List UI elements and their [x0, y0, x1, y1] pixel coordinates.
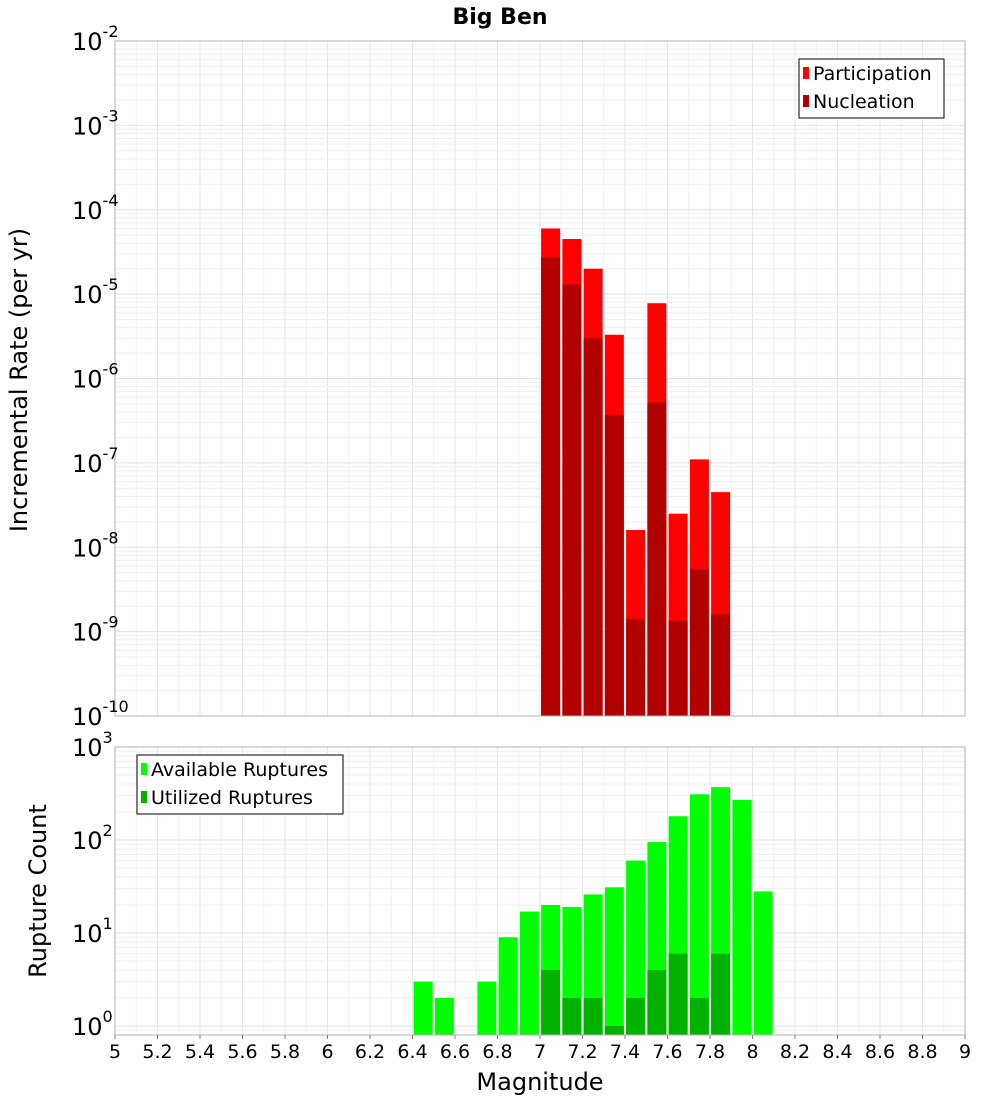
top-y-axis-label: Incremental Rate (per yr): [5, 228, 33, 532]
legend-box: [798, 58, 945, 119]
bottom-bar-available-ruptures: [604, 887, 624, 1035]
bottom-y-tick-label: 101: [72, 914, 113, 948]
x-tick-label: 7: [534, 1041, 546, 1063]
bottom-bar-utilized-ruptures: [689, 997, 709, 1035]
bottom-bar-utilized-ruptures: [583, 997, 603, 1035]
bottom-bars: [413, 787, 773, 1035]
top-bar-nucleation: [668, 620, 688, 716]
bottom-bar-available-ruptures: [519, 911, 539, 1035]
bottom-bar-utilized-ruptures: [711, 953, 731, 1035]
x-tick-label: 5: [109, 1041, 121, 1063]
rate-panel: 10-10 10-9 10-8 10-7 10-6 10-5 10-4 10-3 10-2 Par…: [72, 22, 966, 731]
bottom-bar-available-ruptures: [413, 981, 433, 1035]
bottom-bar-utilized-ruptures: [668, 953, 688, 1035]
x-tick-label: 9: [959, 1041, 971, 1063]
bottom-bar-available-ruptures: [477, 981, 497, 1035]
top-bar-nucleation: [689, 569, 709, 716]
x-tick-label: 8.2: [780, 1041, 810, 1063]
bottom-y-axis-label: Rupture Count: [24, 804, 52, 978]
x-tick-label: 7.2: [567, 1041, 597, 1063]
top-y-tick-label: 10-3: [72, 106, 119, 140]
rupture-count-panel: 100 101 102 103 Available Ruptures Utilized R…: [72, 728, 971, 1063]
chart-title: Big Ben: [452, 5, 547, 30]
top-y-tick-label: 10-4: [72, 191, 119, 225]
x-tick-label: 6.4: [397, 1041, 427, 1063]
top-legend: Participation Nucleation: [798, 58, 945, 119]
bottom-bar-utilized-ruptures: [562, 997, 582, 1035]
x-tick-label: 6.2: [355, 1041, 385, 1063]
legend-label: Participation: [813, 63, 932, 85]
bottom-y-tick-label: 103: [72, 728, 113, 762]
top-grid: [114, 40, 966, 717]
top-y-tick-label: 10-8: [72, 528, 119, 562]
legend-swatch: [803, 95, 809, 107]
x-tick-label: 7.4: [610, 1041, 640, 1063]
bottom-y-tick-label: 102: [72, 821, 113, 855]
bottom-bar-available-ruptures: [434, 997, 454, 1035]
x-tick-label: 8.6: [865, 1041, 895, 1063]
x-tick-label: 5.2: [142, 1041, 172, 1063]
legend-label: Available Ruptures: [151, 759, 328, 781]
top-y-tick-label: 10-6: [72, 360, 119, 394]
top-y-tick-label: 10-9: [72, 613, 119, 647]
legend-box: [136, 754, 344, 815]
top-bar-nucleation: [562, 284, 582, 716]
top-bar-nucleation: [626, 619, 646, 716]
bottom-bar-utilized-ruptures: [604, 1025, 624, 1035]
top-bar-nucleation: [647, 402, 667, 716]
bottom-bar-available-ruptures: [732, 799, 752, 1035]
top-bar-nucleation: [711, 614, 731, 716]
x-tick-label: 8: [746, 1041, 758, 1063]
legend-label: Utilized Ruptures: [151, 787, 313, 809]
bottom-bar-utilized-ruptures: [541, 969, 561, 1035]
legend-swatch: [141, 763, 147, 775]
x-tick-label: 6.6: [440, 1041, 470, 1063]
x-tick-label: 5.4: [185, 1041, 215, 1063]
x-tick-label: 8.8: [907, 1041, 937, 1063]
top-plot-frame: [114, 40, 966, 717]
top-y-tick-label: 10-2: [72, 22, 119, 56]
x-tick-label: 5.6: [227, 1041, 257, 1063]
top-bar-nucleation: [541, 257, 561, 716]
top-bar-nucleation: [604, 414, 624, 716]
x-tick-label: 6.8: [482, 1041, 512, 1063]
bottom-bar-utilized-ruptures: [626, 997, 646, 1035]
bottom-bar-utilized-ruptures: [647, 969, 667, 1035]
x-tick-label: 7.8: [695, 1041, 725, 1063]
legend-swatch: [803, 67, 809, 79]
bottom-legend: Available Ruptures Utilized Ruptures: [136, 754, 344, 815]
bottom-bar-available-ruptures: [626, 860, 646, 1035]
top-y-tick-label: 10-5: [72, 275, 119, 309]
x-tick-label: 5.8: [270, 1041, 300, 1063]
top-bars: [541, 228, 731, 716]
bottom-bar-available-ruptures: [753, 891, 773, 1035]
top-y-tick-label: 10-7: [72, 444, 119, 478]
bottom-y-tick-label: 100: [72, 1007, 113, 1041]
bottom-bar-available-ruptures: [498, 937, 518, 1035]
x-tick-label: 6: [321, 1041, 333, 1063]
x-tick-label: 8.4: [822, 1041, 852, 1063]
bottom-bar-available-ruptures: [689, 794, 709, 1035]
top-bar-nucleation: [583, 338, 603, 716]
x-tick-label: 7.6: [652, 1041, 682, 1063]
legend-label: Nucleation: [813, 91, 915, 113]
legend-swatch: [141, 791, 147, 803]
top-y-tick-label: 10-10: [72, 697, 129, 731]
x-axis-label: Magnitude: [476, 1068, 603, 1096]
